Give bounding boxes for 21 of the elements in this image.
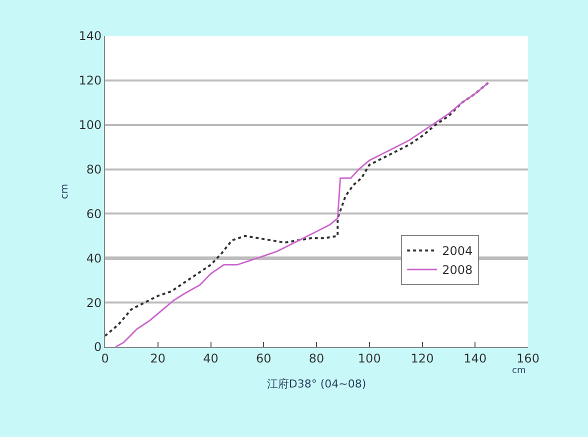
- y-tick-label: 40: [86, 251, 102, 266]
- y-tick-label: 80: [86, 162, 102, 176]
- x-tick-label: 160: [516, 351, 540, 366]
- text: cm: [512, 366, 526, 376]
- y-tick-label: 120: [78, 74, 102, 88]
- x-tick-label: 60: [256, 351, 272, 366]
- x-axis-title: 江府D38° (04~08): [266, 378, 366, 391]
- y-tick-label: 20: [86, 296, 102, 310]
- y-tick-label: 60: [86, 206, 102, 221]
- x-tick-label: 100: [358, 351, 381, 366]
- y-tick-label: 100: [78, 118, 102, 132]
- x-tick-label: 20: [150, 351, 166, 366]
- x-tick-label: 120: [410, 351, 434, 366]
- x-tick-label: 80: [308, 351, 324, 366]
- y-tick-label: 0: [94, 340, 102, 354]
- legend-label: 2008: [442, 263, 473, 278]
- x-tick-label: 140: [464, 351, 487, 366]
- y-axis-title: cm: [60, 184, 71, 200]
- y-tick-label: 140: [78, 29, 102, 44]
- legend-label: 2004: [442, 244, 473, 258]
- x-tick-label: 40: [203, 351, 218, 366]
